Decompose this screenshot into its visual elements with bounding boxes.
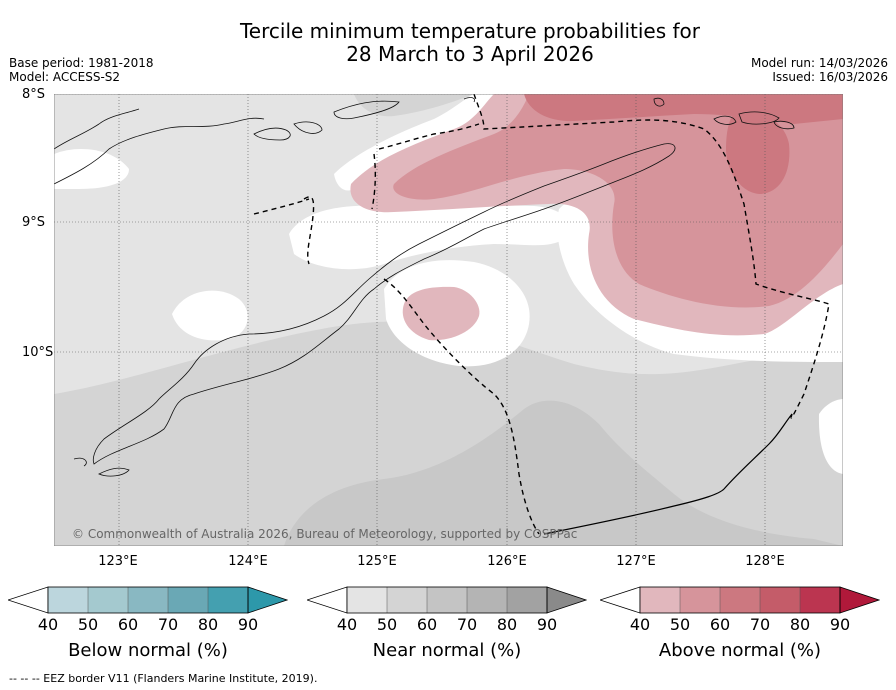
lat-label-10s: 10°S xyxy=(22,345,54,360)
model-run: Model run: 14/03/2026 xyxy=(750,56,888,70)
below-dividers xyxy=(87,587,209,613)
white-gap-northwest xyxy=(54,149,129,189)
below-tick-40: 40 xyxy=(37,615,59,634)
lon-label-127e: 127°E xyxy=(616,554,656,569)
white-gap-southeast xyxy=(818,399,843,474)
colorbar-above-svg xyxy=(598,586,881,614)
colorbar-above-normal xyxy=(598,586,881,620)
near-frame xyxy=(346,586,548,614)
lon-label-124e: 124°E xyxy=(228,554,268,569)
above-tick-80: 80 xyxy=(789,615,811,634)
meta-left: Base period: 1981-2018 Model: ACCESS-S2 xyxy=(9,56,154,84)
near-tick-80: 80 xyxy=(496,615,518,634)
above-swatch-70 xyxy=(760,587,800,613)
lon-label-125e: 125°E xyxy=(357,554,397,569)
near-tick-60: 60 xyxy=(416,615,438,634)
issued-date: Issued: 16/03/2026 xyxy=(772,70,888,84)
near-arrow-right xyxy=(546,586,588,614)
near-swatch-70 xyxy=(467,587,507,613)
below-swatch-40 xyxy=(48,587,88,613)
below-arrow-right xyxy=(247,586,289,614)
below-tick-60: 60 xyxy=(117,615,139,634)
lat-label-8s: 8°S xyxy=(22,87,46,102)
base-period: Base period: 1981-2018 xyxy=(9,56,154,70)
near-normal-70-region xyxy=(284,400,843,546)
coast-alor-pantar xyxy=(253,100,400,141)
above-arrow-right xyxy=(839,586,881,614)
above-tick-40: 40 xyxy=(629,615,651,634)
near-swatch-40 xyxy=(347,587,387,613)
above-swatch-40 xyxy=(640,587,680,613)
above-tick-60: 60 xyxy=(709,615,731,634)
above-normal-label: Above normal (%) xyxy=(658,640,822,661)
near-arrow-left xyxy=(305,586,348,614)
colorbar-below-normal xyxy=(6,586,289,620)
below-swatch-80 xyxy=(208,587,248,613)
below-normal-label: Below normal (%) xyxy=(68,640,228,661)
below-tick-50: 50 xyxy=(77,615,99,634)
lon-label-128e: 128°E xyxy=(745,554,785,569)
above-arrow-left xyxy=(598,586,641,614)
below-arrow-left xyxy=(6,586,49,614)
above-tick-70: 70 xyxy=(749,615,771,634)
near-tick-70: 70 xyxy=(456,615,478,634)
white-gap-middle xyxy=(289,205,570,270)
above-normal-40-patch xyxy=(402,286,480,341)
coastlines xyxy=(54,97,795,477)
above-swatch-60 xyxy=(720,587,760,613)
near-swatch-80 xyxy=(507,587,547,613)
lon-label-123e: 123°E xyxy=(98,554,138,569)
title-line-1: Tercile minimum temperature probabilitie… xyxy=(239,19,701,43)
above-swatch-80 xyxy=(800,587,840,613)
map-svg xyxy=(54,94,843,546)
coast-east-islands xyxy=(713,111,795,130)
above-frame xyxy=(639,586,841,614)
eez-border-central xyxy=(383,278,540,535)
below-tick-70: 70 xyxy=(157,615,179,634)
eez-border-west xyxy=(253,196,315,265)
near-dividers xyxy=(386,587,508,613)
lat-label-9s: 9°S xyxy=(22,215,46,230)
near-swatch-50 xyxy=(387,587,427,613)
eez-borders xyxy=(253,94,830,535)
coast-roti-savu xyxy=(73,457,130,477)
above-dividers xyxy=(679,587,801,613)
coast-flores-east xyxy=(54,108,265,185)
meta-right: Model run: 14/03/2026 Issued: 16/03/2026 xyxy=(751,56,888,84)
model-name: Model: ACCESS-S2 xyxy=(9,70,121,84)
near-tick-40: 40 xyxy=(336,615,358,634)
colorbar-near-svg xyxy=(305,586,588,614)
eez-footnote: -- -- -- EEZ border V11 (Flanders Marine… xyxy=(9,672,318,685)
lon-label-126e: 126°E xyxy=(487,554,527,569)
near-normal-label: Near normal (%) xyxy=(372,640,522,661)
above-tick-50: 50 xyxy=(669,615,691,634)
eez-border-timor-north xyxy=(371,123,480,210)
below-swatch-70 xyxy=(168,587,208,613)
above-tick-90: 90 xyxy=(829,615,851,634)
above-swatch-50 xyxy=(680,587,720,613)
coast-wetar xyxy=(463,97,665,107)
below-tick-80: 80 xyxy=(197,615,219,634)
map-panel xyxy=(54,94,843,546)
graticule xyxy=(54,94,843,546)
below-tick-90: 90 xyxy=(237,615,259,634)
eez-border-southeast xyxy=(543,413,793,535)
near-tick-90: 90 xyxy=(536,615,558,634)
below-swatch-50 xyxy=(88,587,128,613)
eez-border-north xyxy=(473,94,830,419)
near-tick-50: 50 xyxy=(376,615,398,634)
colorbar-below-svg xyxy=(6,586,289,614)
above-normal-60-east xyxy=(726,112,790,194)
near-swatch-60 xyxy=(427,587,467,613)
coast-timor xyxy=(92,143,676,465)
colorbar-near-normal xyxy=(305,586,588,620)
below-swatch-60 xyxy=(128,587,168,613)
map-title: Tercile minimum temperature probabilitie… xyxy=(0,20,896,66)
title-line-2: 28 March to 3 April 2026 xyxy=(346,42,594,66)
below-frame xyxy=(47,586,249,614)
white-gap-west xyxy=(172,290,248,341)
copyright-notice: © Commonwealth of Australia 2026, Bureau… xyxy=(72,527,578,541)
